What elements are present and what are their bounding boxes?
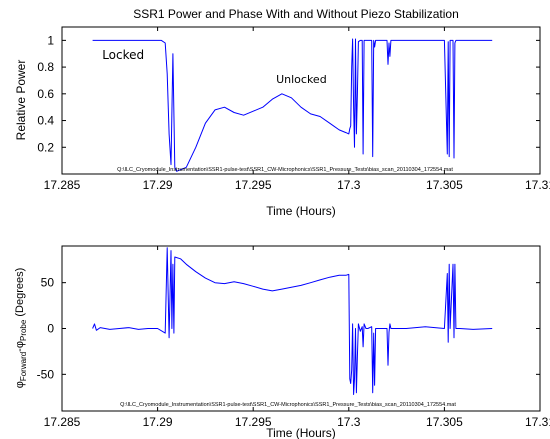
phase-trace [92, 247, 493, 395]
power-y-axis-label: Relative Power [14, 60, 28, 141]
minus-phi-symbol: -φ [14, 341, 26, 352]
power-x-ticks: 17.285 17.29 17.295 17.3 17.305 17.31 [44, 27, 550, 192]
x-tick-label: 17.285 [44, 178, 81, 192]
phase-y-ticks: -50 0 50 [37, 276, 540, 381]
power-axes-frame [61, 26, 541, 175]
probe-subscript: Probe [19, 319, 28, 341]
locked-annotation: Locked [102, 48, 144, 62]
y-tick-label: 1 [47, 33, 54, 47]
unlocked-annotation: Unlocked [276, 73, 327, 86]
figure-title: SSR1 Power and Phase With and Without Pi… [133, 7, 459, 21]
y-tick-label: -50 [37, 367, 55, 381]
x-tick-label: 17.295 [235, 415, 272, 429]
x-tick-label: 17.305 [426, 415, 463, 429]
y-tick-label: 0.6 [37, 87, 54, 101]
y-tick-label: 50 [41, 276, 55, 290]
x-tick-label: 17.3 [337, 178, 361, 192]
phase-footnote: Q:\ILC_Cryomodule_Instrumentation\SSR1-p… [120, 402, 456, 408]
y-tick-label: 0.4 [37, 114, 54, 128]
x-tick-label: 17.305 [426, 178, 463, 192]
phase-x-axis-label: Time (Hours) [266, 426, 336, 439]
x-tick-label: 17.29 [143, 415, 173, 429]
phase-y-axis-label: φForward-φProbe (Degrees) [14, 268, 28, 389]
y-tick-label: 0.2 [37, 140, 54, 154]
y-tick-label: 0 [47, 322, 54, 336]
power-y-ticks: 0.2 0.4 0.6 0.8 1 [37, 33, 540, 154]
power-trace [92, 38, 493, 172]
degrees-unit: (Degrees) [14, 268, 26, 320]
phi-symbol-forward: φ [14, 381, 26, 388]
forward-subscript: Forward [19, 352, 28, 381]
x-tick-label: 17.3 [337, 415, 361, 429]
power-x-axis-label: Time (Hours) [266, 204, 336, 218]
x-tick-label: 17.285 [44, 415, 81, 429]
x-tick-label: 17.31 [525, 415, 550, 429]
y-tick-label: 0.8 [37, 60, 54, 74]
x-tick-label: 17.31 [525, 178, 550, 192]
phase-x-ticks: 17.285 17.29 17.295 17.3 17.305 17.31 [44, 246, 550, 429]
power-footnote: Q:\ILC_Cryomodule_Instrumentation\SSR1-p… [117, 167, 453, 173]
x-tick-label: 17.29 [143, 178, 173, 192]
x-tick-label: 17.295 [235, 178, 272, 192]
